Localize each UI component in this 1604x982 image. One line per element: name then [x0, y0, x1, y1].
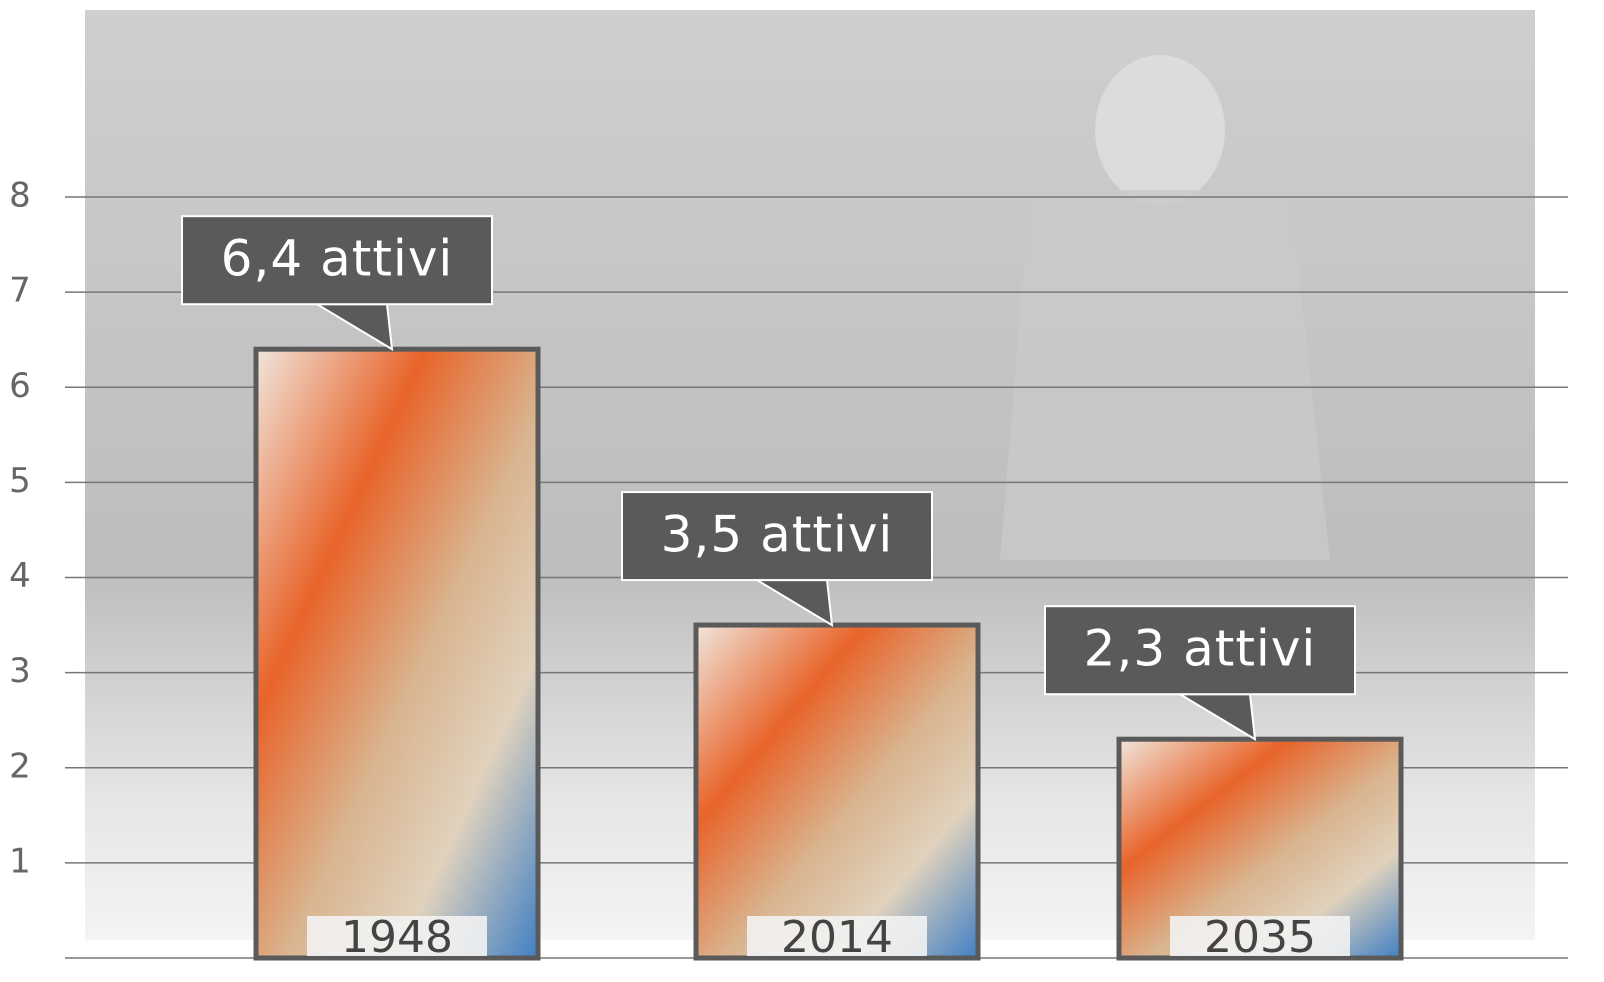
y-tick-label: 7: [9, 271, 31, 311]
chart: 1 2 3 4 5 6 7 8 6,4 attivi 3,5 attivi 2,3 attivi 19…: [0, 0, 1604, 982]
y-tick-label: 2: [9, 746, 31, 786]
y-tick-label: 4: [9, 556, 31, 596]
value-label: 3,5 attivi: [661, 506, 894, 564]
y-tick-label: 1: [9, 841, 31, 881]
y-tick-label: 3: [9, 651, 31, 691]
value-label: 6,4 attivi: [221, 230, 454, 288]
y-tick-label: 5: [9, 461, 31, 501]
value-label: 2,3 attivi: [1084, 620, 1317, 678]
x-tick-label: 2014: [781, 912, 893, 963]
x-tick-label: 1948: [341, 912, 453, 963]
y-tick-label: 6: [9, 366, 31, 406]
photo-figure: [1095, 55, 1225, 205]
photo-figure: [1000, 190, 1330, 560]
bar: [256, 349, 538, 958]
x-tick-label: 2035: [1204, 912, 1316, 963]
y-tick-label: 8: [9, 176, 31, 216]
bar: [696, 625, 978, 958]
